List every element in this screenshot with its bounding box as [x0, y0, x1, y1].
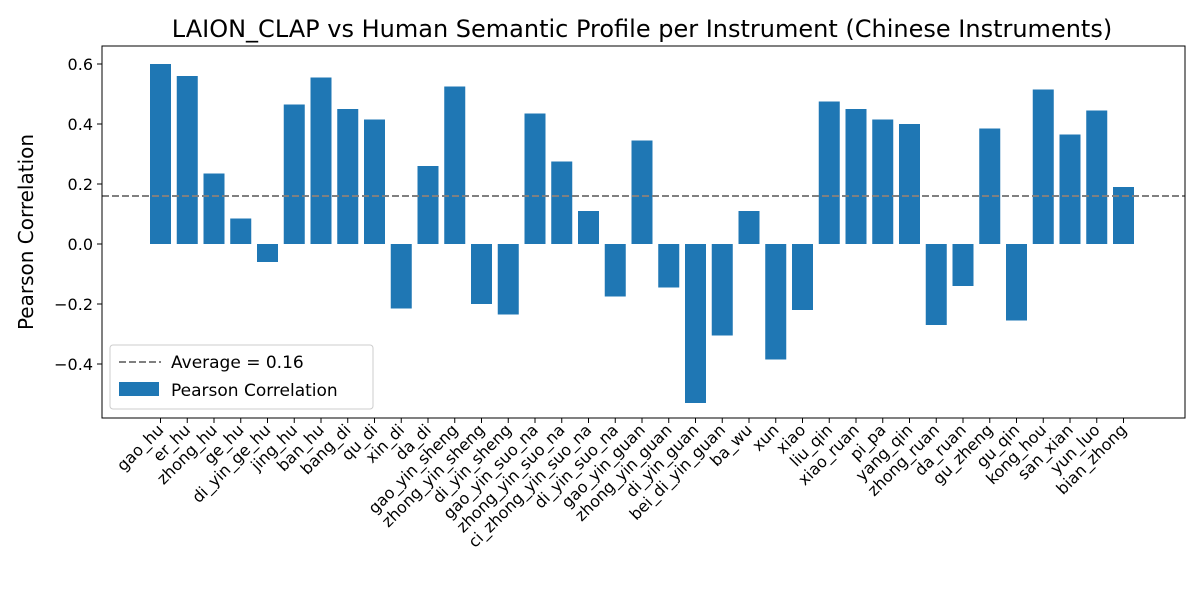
bar [417, 166, 439, 244]
legend-series-swatch [119, 382, 159, 396]
y-tick-label: 0.6 [68, 55, 93, 74]
bar [711, 244, 733, 336]
bar [524, 113, 546, 244]
bar [471, 244, 492, 304]
y-tick-label: −0.2 [54, 295, 93, 314]
bar [845, 109, 867, 244]
bar [283, 104, 305, 244]
bar [925, 244, 947, 325]
bar [444, 86, 466, 244]
legend: Average = 0.16 Pearson Correlation [109, 344, 374, 410]
bar [952, 244, 974, 286]
bar [685, 244, 706, 403]
bar [631, 140, 653, 244]
bar [578, 211, 599, 244]
y-tick-label: 0.4 [68, 115, 93, 134]
bar [203, 173, 225, 244]
bar [150, 64, 171, 244]
bar [497, 244, 519, 315]
bar [1032, 89, 1054, 244]
bar [364, 119, 385, 244]
plot-area: −0.4−0.20.00.20.40.6gao_huer_huzhong_hug… [54, 55, 1185, 552]
legend-series-label: Pearson Correlation [171, 381, 338, 401]
bar [551, 161, 573, 244]
bar [818, 101, 840, 244]
y-tick-label: 0.0 [68, 235, 93, 254]
y-tick-label: −0.4 [54, 355, 93, 374]
bar [765, 244, 787, 360]
plot-frame [101, 45, 1186, 419]
bar [390, 244, 412, 309]
y-axis-label: Pearson Correlation [14, 134, 38, 330]
y-tick-label: 0.2 [68, 175, 93, 194]
bar [658, 244, 680, 288]
bar [792, 244, 813, 310]
bar [1059, 134, 1081, 244]
bar [230, 218, 252, 244]
chart-title: LAION_CLAP vs Human Semantic Profile per… [172, 15, 1112, 43]
bar [899, 124, 920, 244]
legend-average-label: Average = 0.16 [171, 353, 304, 373]
bar [1006, 244, 1027, 321]
bar [1086, 110, 1108, 244]
bar [176, 76, 198, 244]
bar [257, 244, 278, 262]
bar [310, 77, 332, 244]
bar [872, 119, 894, 244]
bar [337, 109, 359, 244]
bar [979, 128, 1001, 244]
bar [1113, 187, 1134, 244]
bar [738, 211, 760, 244]
legend-box [109, 344, 374, 410]
y-axis-label-group: Pearson Correlation [14, 134, 38, 330]
bar [604, 244, 626, 297]
